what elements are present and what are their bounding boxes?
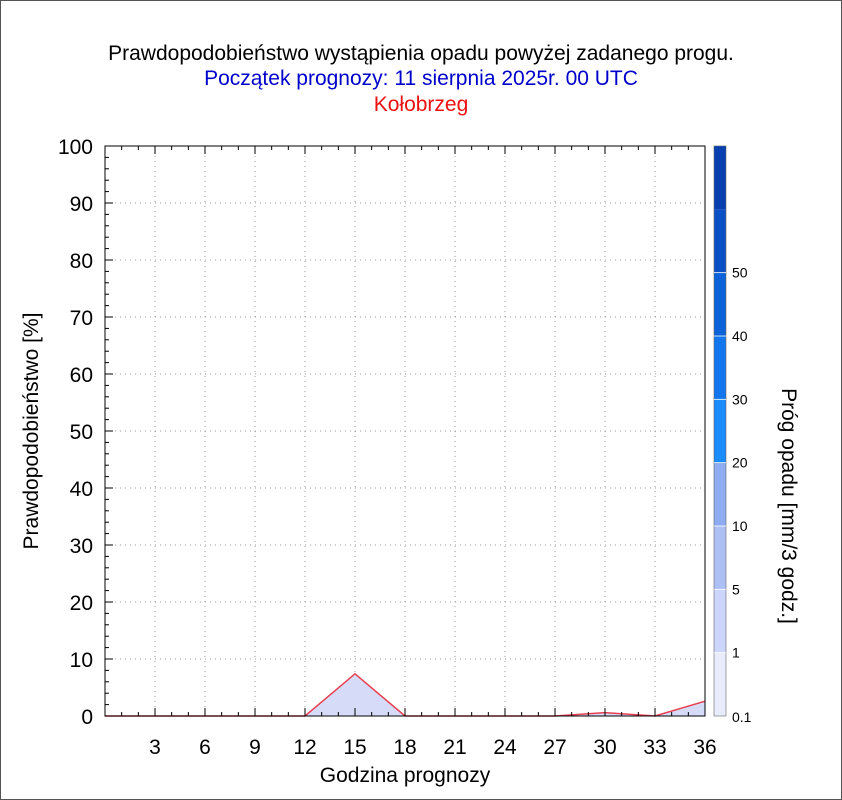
colorbar-segment: [714, 209, 726, 273]
x-tick-labels: 3 6 9 12 15 18 21 24 27 30 33 36: [149, 736, 717, 759]
x-axis-title: Godzina prognozy: [320, 764, 491, 787]
colorbar-segment: [714, 399, 726, 463]
colorbar-segment: [714, 336, 726, 400]
y-tick-labels: 0 10 20 30 40 50 60 70 80 90 100: [58, 136, 93, 729]
colorbar-tick-label: 20: [732, 455, 748, 471]
axis-ticks: [104, 145, 706, 717]
colorbar-segment: [714, 146, 726, 210]
y-axis-title: Prawdopodobieństwo [%]: [20, 313, 43, 550]
y-tick-label: 80: [70, 250, 93, 273]
colorbar-tick-label: 5: [732, 581, 740, 597]
x-tick-label: 33: [643, 736, 666, 759]
colorbar-segment: [714, 462, 726, 526]
chart-title: Prawdopodobieństwo wystąpienia opadu pow…: [108, 42, 734, 65]
colorbar-segment: [714, 589, 726, 653]
colorbar-title: Próg opadu [mm/3 godz.]: [777, 388, 800, 624]
y-tick-label: 90: [70, 193, 93, 216]
x-tick-label: 24: [493, 736, 517, 759]
x-tick-label: 15: [343, 736, 366, 759]
colorbar-segment: [714, 526, 726, 590]
colorbar: 0.1 1 5 10 20 30 40 50: [713, 145, 752, 725]
colorbar-segment: [714, 652, 726, 716]
x-tick-label: 30: [593, 736, 616, 759]
y-tick-label: 70: [70, 307, 93, 330]
location-name: Kołobrzeg: [373, 93, 469, 116]
colorbar-segment: [714, 272, 726, 336]
colorbar-tick-label: 30: [732, 391, 748, 407]
colorbar-tick-label: 40: [732, 328, 748, 344]
colorbar-tick-label: 0.1: [732, 709, 752, 725]
colorbar-tick-label: 1: [732, 645, 740, 661]
x-tick-label: 27: [543, 736, 566, 759]
y-tick-label: 60: [70, 364, 93, 387]
y-tick-label: 30: [70, 535, 93, 558]
x-tick-label: 21: [443, 736, 466, 759]
colorbar-tick-label: 10: [732, 518, 748, 534]
x-tick-label: 9: [249, 736, 261, 759]
x-tick-label: 18: [393, 736, 416, 759]
colorbar-border: [713, 145, 727, 717]
x-tick-label: 6: [199, 736, 211, 759]
y-tick-label: 0: [81, 706, 93, 729]
y-tick-label: 100: [58, 136, 93, 159]
x-tick-label: 3: [149, 736, 161, 759]
y-tick-label: 40: [70, 478, 93, 501]
x-tick-label: 12: [293, 736, 316, 759]
forecast-start-subtitle: Początek prognozy: 11 sierpnia 2025r. 00…: [204, 67, 638, 90]
y-tick-label: 20: [70, 592, 93, 615]
y-tick-label: 50: [70, 421, 93, 444]
colorbar-tick-label: 50: [732, 265, 748, 281]
x-tick-label: 36: [693, 736, 716, 759]
y-tick-label: 10: [70, 649, 93, 672]
grid-lines: [105, 146, 705, 716]
